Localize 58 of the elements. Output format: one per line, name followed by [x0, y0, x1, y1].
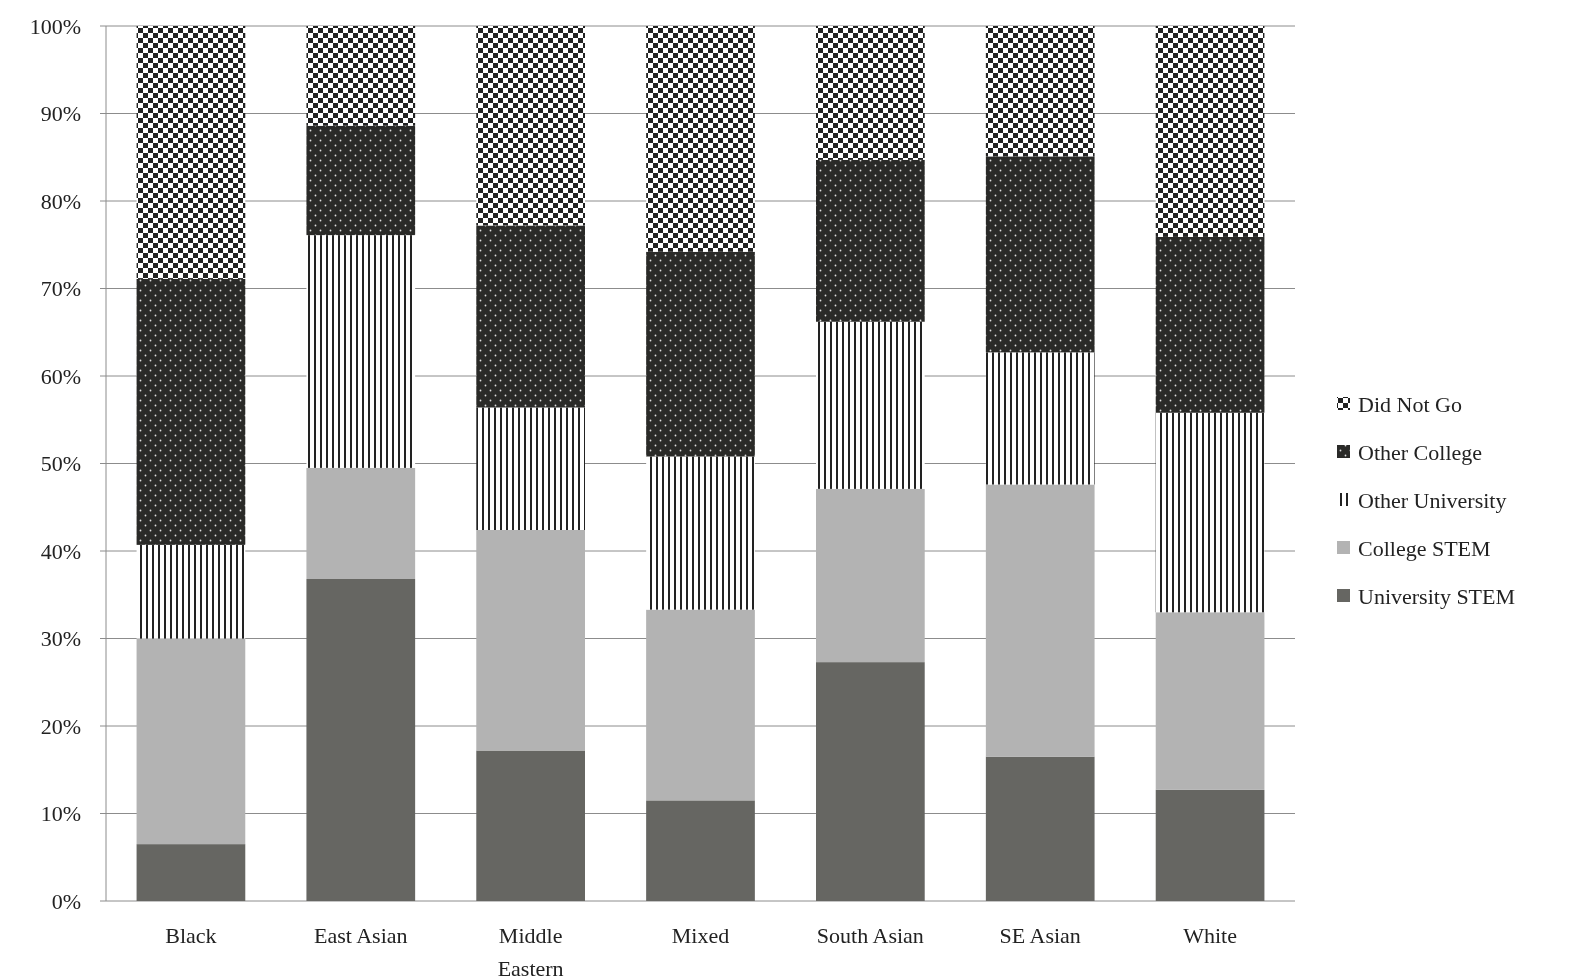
- bar: [816, 488, 925, 663]
- bar: [476, 750, 585, 901]
- y-tick-label: 40%: [40, 538, 81, 564]
- y-tick-label: 10%: [40, 801, 81, 827]
- x-tick-label: Middle Eastern: [497, 923, 564, 978]
- bar: [1155, 789, 1265, 901]
- bar: [1155, 612, 1265, 790]
- bar: [306, 26, 416, 126]
- y-tick-label: 100%: [29, 13, 81, 39]
- bar: [816, 321, 925, 489]
- legend-label: Other University: [1358, 487, 1507, 513]
- bar: [476, 407, 585, 530]
- bar: [306, 125, 416, 236]
- bar: [985, 352, 1095, 485]
- x-tick-label: Mixed: [671, 923, 730, 948]
- bar: [476, 26, 585, 226]
- bar: [136, 638, 246, 845]
- x-tick-label: Black: [165, 923, 217, 948]
- bar: [136, 26, 246, 279]
- bar: [985, 484, 1095, 757]
- bar: [1155, 236, 1265, 413]
- bar: [816, 26, 925, 160]
- x-tick-label: SE Asian: [999, 923, 1081, 948]
- bar: [306, 579, 416, 901]
- bar: [646, 609, 755, 801]
- bar: [306, 467, 416, 579]
- legend-label: Did Not Go: [1358, 391, 1462, 417]
- bar: [1155, 412, 1265, 613]
- y-tick-label: 20%: [40, 713, 81, 739]
- bar: [306, 235, 416, 468]
- bar: [136, 844, 246, 901]
- legend-label: Other College: [1358, 439, 1483, 465]
- bar: [646, 456, 755, 610]
- bar: [1155, 26, 1265, 237]
- bar: [985, 756, 1095, 901]
- x-tick-label: South Asian: [816, 923, 924, 948]
- bar: [985, 156, 1095, 353]
- y-tick-label: 90%: [40, 101, 81, 127]
- bar: [646, 800, 755, 901]
- bar: [816, 159, 925, 322]
- bar: [476, 530, 585, 751]
- bar: [136, 544, 246, 639]
- legend-label: College STEM: [1358, 535, 1491, 561]
- bar: [136, 278, 246, 545]
- bar: [985, 26, 1095, 157]
- y-tick-label: 80%: [40, 188, 81, 214]
- x-tick-label: East Asian: [314, 923, 408, 948]
- bar: [646, 26, 755, 252]
- bar: [646, 251, 755, 457]
- y-tick-label: 70%: [40, 276, 81, 302]
- bar: [816, 662, 925, 901]
- y-tick-label: 50%: [40, 451, 81, 477]
- y-tick-label: 0%: [51, 888, 81, 914]
- y-tick-label: 60%: [40, 363, 81, 389]
- bar: [476, 225, 585, 408]
- y-tick-label: 30%: [40, 626, 81, 652]
- x-tick-label: White: [1183, 923, 1237, 948]
- legend-label: University STEM: [1358, 583, 1516, 609]
